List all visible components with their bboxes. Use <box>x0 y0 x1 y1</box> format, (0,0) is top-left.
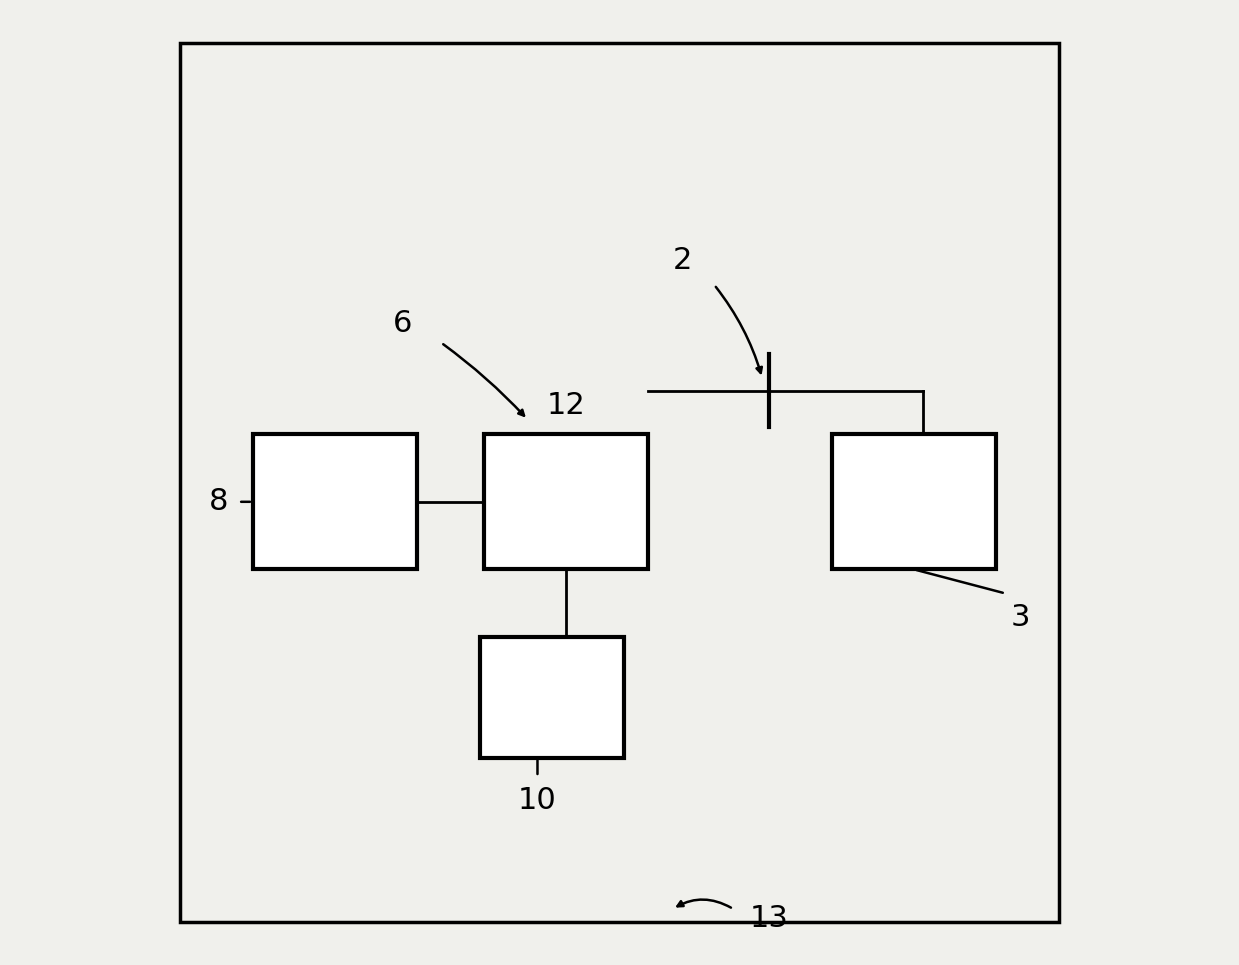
Text: 3: 3 <box>1010 603 1030 632</box>
Text: 12: 12 <box>548 391 586 420</box>
Text: 13: 13 <box>750 904 789 933</box>
Bar <box>479 637 624 758</box>
Text: 2: 2 <box>673 246 691 275</box>
Bar <box>831 434 996 569</box>
Bar <box>253 434 416 569</box>
Text: 8: 8 <box>209 487 229 516</box>
Text: 10: 10 <box>518 786 556 815</box>
Text: 6: 6 <box>393 309 413 338</box>
Bar <box>484 434 648 569</box>
